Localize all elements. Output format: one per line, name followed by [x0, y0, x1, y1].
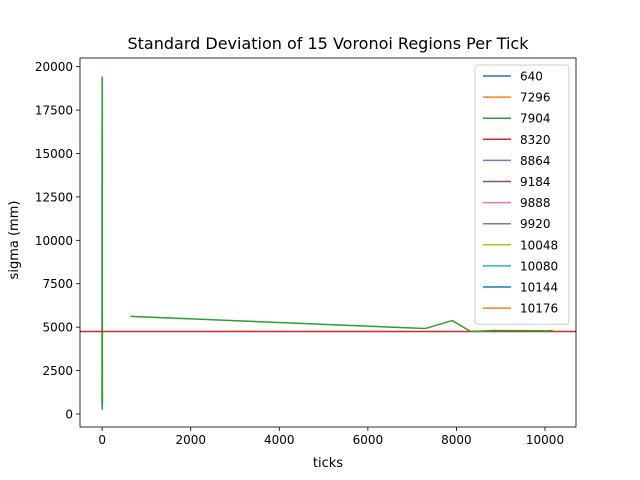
legend-label: 7296: [520, 91, 551, 105]
legend-label: 10080: [520, 259, 558, 273]
chart-title: Standard Deviation of 15 Voronoi Regions…: [128, 34, 530, 53]
y-tick-label: 10000: [35, 234, 73, 248]
y-tick-label: 17500: [35, 104, 73, 118]
x-tick-label: 8000: [441, 433, 472, 447]
legend-box: [474, 64, 570, 325]
legend-label: 9184: [520, 175, 551, 189]
y-tick-label: 12500: [35, 190, 73, 204]
y-tick-label: 7500: [42, 277, 73, 291]
plot-area: [80, 76, 576, 410]
legend-label: 8864: [520, 154, 551, 168]
x-tick-label: 6000: [353, 433, 384, 447]
x-tick-label: 2000: [175, 433, 206, 447]
legend-label: 640: [520, 70, 543, 84]
legend-label: 10176: [520, 302, 558, 316]
legend-label: 10048: [520, 238, 558, 252]
legend-label: 9920: [520, 217, 551, 231]
legend-label: 7904: [520, 112, 551, 126]
axes-frame: [79, 57, 577, 428]
y-tick-label: 20000: [35, 60, 73, 74]
legend: 640 7296 7904 8320 8864 9184 9888 9920 10048 1008…: [474, 64, 570, 325]
legend-label: 10144: [520, 281, 558, 295]
y-tick-label: 0: [65, 407, 73, 421]
x-tick-label: 10000: [526, 433, 564, 447]
x-axis-label: ticks: [313, 456, 343, 471]
y-tick-label: 2500: [42, 364, 73, 378]
y-axis-label: sigma (mm): [7, 201, 22, 280]
series-line-series-12: [130, 315, 553, 333]
y-tick-label: 15000: [35, 147, 73, 161]
legend-label: 9888: [520, 196, 551, 210]
x-axis: 0 2000 4000 6000 8000 10000: [98, 427, 564, 447]
legend-label: 8320: [520, 133, 551, 147]
y-axis: 0 2500 5000 7500 10000 12500 15000 17500 20000: [35, 60, 80, 421]
y-tick-label: 5000: [42, 321, 73, 335]
x-tick-label: 0: [98, 433, 106, 447]
x-tick-label: 4000: [264, 433, 295, 447]
